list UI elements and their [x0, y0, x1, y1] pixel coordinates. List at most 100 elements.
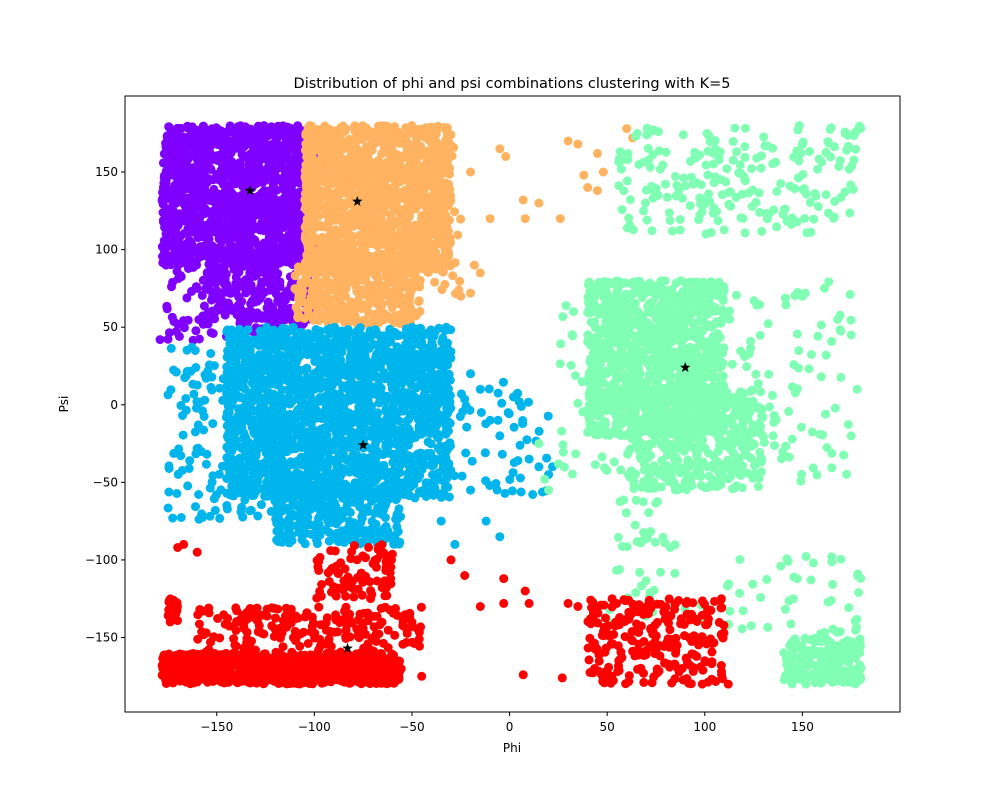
data-point [192, 283, 202, 293]
data-point [369, 233, 379, 243]
data-point [258, 245, 268, 255]
data-point [265, 230, 275, 240]
data-point [365, 299, 375, 308]
data-point [573, 139, 583, 149]
data-point [158, 199, 168, 209]
data-point [233, 250, 243, 260]
data-point [386, 210, 396, 220]
data-point [237, 297, 247, 306]
data-point [241, 275, 251, 285]
data-point [422, 248, 432, 258]
data-point [300, 145, 310, 155]
data-point [583, 183, 593, 192]
data-point [218, 178, 228, 187]
chart-title: Distribution of phi and psi combinations… [294, 76, 731, 92]
data-point [290, 271, 300, 281]
data-point [317, 169, 327, 179]
data-point [250, 222, 260, 232]
data-point [349, 122, 359, 132]
data-point [367, 175, 377, 184]
data-point [175, 140, 185, 150]
data-point [445, 260, 455, 270]
data-point [389, 154, 399, 164]
data-point [230, 193, 240, 203]
data-point [372, 299, 382, 309]
data-point [169, 197, 179, 207]
data-point [305, 172, 315, 182]
data-point [167, 207, 177, 217]
data-point [222, 127, 232, 137]
data-point [187, 122, 197, 132]
data-point [445, 192, 455, 202]
data-point [372, 269, 382, 279]
data-point [485, 214, 495, 224]
data-point [444, 179, 454, 189]
data-point [313, 157, 323, 167]
data-point [268, 123, 278, 133]
data-point [357, 285, 366, 295]
data-point [209, 184, 219, 194]
data-point [441, 234, 451, 244]
data-point [214, 234, 224, 244]
data-point [229, 162, 239, 172]
data-point [223, 285, 233, 295]
data-point [453, 230, 463, 240]
data-point [168, 277, 178, 287]
data-point [370, 199, 380, 209]
data-point [164, 328, 174, 338]
data-point [193, 155, 202, 165]
data-point [316, 142, 326, 152]
data-point [203, 319, 213, 329]
data-point [376, 222, 386, 232]
data-point [401, 175, 411, 185]
data-point [396, 315, 406, 325]
data-point [598, 167, 608, 177]
data-point [403, 440, 413, 450]
data-point [437, 266, 447, 276]
data-point [162, 147, 172, 157]
data-point [188, 143, 198, 153]
data-point [466, 288, 475, 298]
data-point [397, 242, 407, 252]
data-point [199, 301, 209, 311]
data-point [357, 235, 367, 245]
data-point [218, 306, 228, 316]
data-point [321, 279, 331, 289]
data-point [436, 492, 446, 502]
data-point [434, 140, 443, 149]
data-point [555, 214, 565, 224]
data-point [208, 329, 218, 338]
cluster-3 [163, 322, 557, 549]
data-point [177, 173, 186, 182]
data-point [419, 185, 429, 195]
data-point [409, 275, 419, 285]
data-point [417, 211, 427, 221]
data-point [208, 139, 218, 149]
data-point [303, 203, 313, 213]
data-point [325, 125, 335, 135]
data-point [429, 164, 438, 174]
data-point [177, 209, 187, 219]
data-point [622, 124, 632, 134]
data-point [247, 257, 257, 267]
data-point [592, 148, 602, 158]
data-point [456, 214, 466, 224]
data-point [442, 168, 452, 178]
data-point [287, 171, 297, 181]
data-point [448, 271, 458, 281]
data-point [445, 215, 454, 225]
data-point [442, 123, 452, 133]
data-point [405, 210, 414, 220]
data-point [308, 293, 318, 303]
data-point [390, 235, 400, 245]
data-point [390, 129, 400, 139]
data-point [450, 207, 459, 217]
data-point [194, 183, 204, 193]
data-point [418, 168, 428, 178]
data-point [243, 325, 253, 335]
data-point [345, 231, 354, 241]
data-point [334, 250, 344, 259]
data-point [318, 238, 328, 248]
data-point [278, 179, 288, 189]
